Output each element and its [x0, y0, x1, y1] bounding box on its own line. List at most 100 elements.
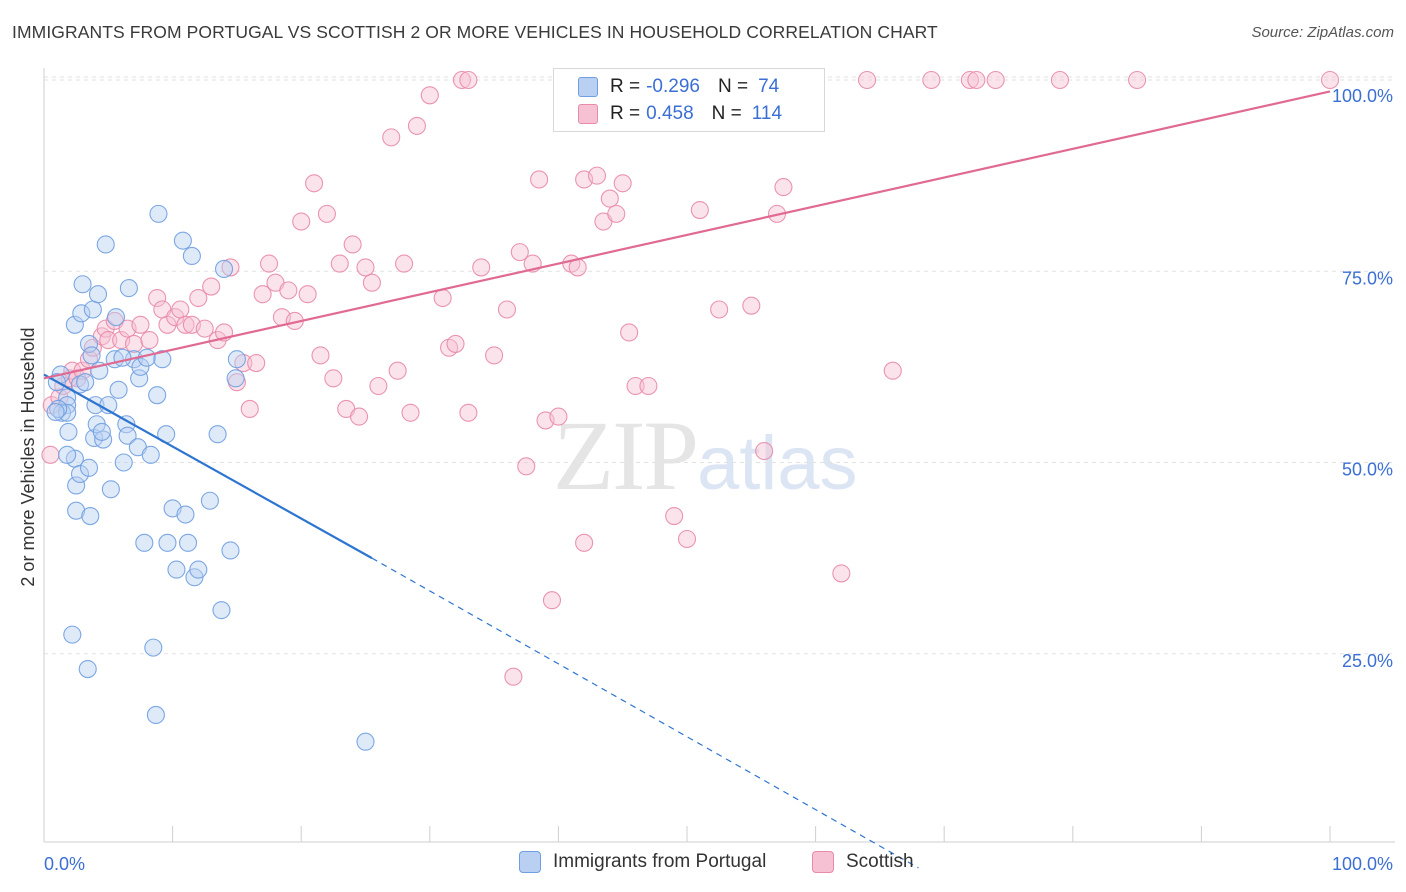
point-portugal: [153, 350, 172, 369]
point-scottish: [607, 204, 626, 223]
point-scottish: [960, 70, 979, 90]
point-scottish: [742, 296, 761, 315]
point-portugal: [182, 246, 201, 265]
point-portugal: [135, 533, 154, 552]
point-scottish: [677, 529, 697, 549]
point-scottish: [195, 319, 214, 338]
point-scottish: [665, 506, 684, 526]
point-scottish: [832, 564, 851, 583]
point-portugal: [141, 445, 160, 464]
point-portugal: [200, 491, 219, 510]
point-scottish: [176, 315, 195, 334]
point-portugal: [81, 506, 100, 526]
point-portugal: [67, 501, 86, 520]
legend-swatch-scottish: [578, 104, 598, 124]
point-portugal: [94, 430, 113, 449]
legend-n-label: N =: [717, 76, 749, 97]
point-scottish: [883, 361, 902, 380]
watermark: ZIPatlas: [553, 398, 858, 513]
point-portugal: [82, 346, 101, 365]
legend-r-label: R =: [610, 76, 641, 97]
point-portugal: [73, 275, 92, 294]
point-scottish: [1320, 70, 1340, 90]
chart-source: Source: ZipAtlas.com: [1251, 24, 1394, 41]
watermark-zip: ZIP: [553, 400, 699, 511]
point-scottish: [755, 441, 774, 461]
point-scottish: [600, 189, 619, 208]
point-scottish: [690, 201, 709, 220]
point-scottish: [298, 285, 317, 304]
point-portugal: [212, 601, 231, 620]
point-scottish: [171, 300, 190, 319]
point-scottish: [485, 346, 504, 365]
point-scottish: [433, 288, 452, 308]
point-scottish: [452, 70, 472, 90]
point-scottish: [549, 407, 568, 426]
point-portugal: [221, 541, 240, 560]
point-scottish: [253, 285, 272, 304]
trendline-portugal-extrapolated: [371, 557, 919, 869]
point-portugal: [158, 533, 177, 552]
point-scottish: [259, 254, 279, 273]
point-scottish: [575, 533, 594, 552]
point-scottish: [1050, 70, 1069, 90]
point-portugal: [130, 369, 149, 388]
x-tick-label: 0.0%: [44, 854, 85, 874]
point-scottish: [305, 174, 324, 193]
point-portugal: [113, 348, 132, 367]
point-portugal: [92, 422, 111, 441]
y-tick-label: 50.0%: [1342, 460, 1393, 480]
bottom-legend-label-portugal: Immigrants from Portugal: [553, 851, 767, 872]
point-portugal: [109, 380, 128, 399]
point-scottish: [497, 300, 517, 319]
point-portugal: [356, 732, 375, 751]
legend-box: R = -0.296 N = 74 R = 0.458 N = 114: [553, 68, 825, 132]
point-portugal: [70, 464, 90, 484]
legend-r-label: R =: [610, 103, 641, 124]
point-scottish: [446, 334, 465, 353]
bottom-legend-scottish[interactable]: Scottish: [812, 851, 914, 873]
legend-n-label: N =: [711, 103, 742, 124]
point-scottish: [510, 243, 529, 262]
point-scottish: [311, 346, 330, 365]
point-scottish: [140, 331, 159, 350]
point-portugal: [167, 560, 186, 579]
trendline-scottish: [43, 90, 1331, 380]
point-scottish: [324, 369, 343, 388]
point-scottish: [401, 403, 420, 422]
point-scottish: [221, 258, 240, 277]
point-scottish: [857, 70, 877, 90]
point-scottish: [362, 273, 381, 292]
point-scottish: [317, 204, 336, 223]
point-scottish: [292, 212, 311, 231]
point-scottish: [382, 128, 401, 147]
point-portugal: [214, 259, 234, 279]
point-scottish: [99, 331, 118, 350]
bottom-legend-label-scottish: Scottish: [846, 851, 914, 872]
point-portugal: [146, 705, 165, 725]
point-scottish: [626, 376, 645, 396]
point-scottish: [369, 376, 388, 396]
point-scottish: [613, 174, 632, 193]
point-scottish: [50, 388, 69, 407]
point-scottish: [922, 70, 941, 90]
point-portugal: [148, 386, 167, 405]
legend-row-scottish: R = 0.458 N = 114: [578, 101, 782, 127]
legend-n-value: 74: [758, 76, 780, 97]
chart-title: IMMIGRANTS FROM PORTUGAL VS SCOTTISH 2 O…: [12, 22, 938, 42]
point-portugal: [149, 204, 168, 223]
point-portugal: [88, 285, 108, 304]
point-portugal: [178, 533, 198, 552]
point-scottish: [504, 667, 523, 686]
point-portugal: [114, 453, 133, 472]
y-tick-label: 100.0%: [1332, 86, 1393, 106]
point-portugal: [176, 505, 195, 524]
point-scottish: [279, 281, 298, 300]
bottom-legend-portugal[interactable]: Immigrants from Portugal: [519, 851, 766, 873]
legend-r-value: 0.458: [646, 103, 694, 124]
point-scottish: [330, 254, 349, 273]
point-scottish: [350, 407, 369, 426]
point-scottish: [420, 86, 439, 105]
point-portugal: [79, 458, 99, 477]
